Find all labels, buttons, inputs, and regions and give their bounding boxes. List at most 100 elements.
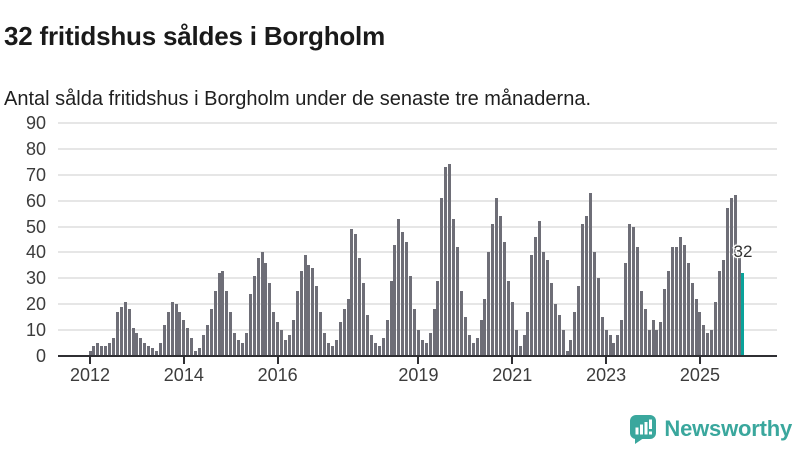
- bar: [108, 343, 112, 356]
- bar: [604, 330, 608, 356]
- bar: [416, 330, 420, 356]
- bar: [311, 267, 315, 356]
- bar: [135, 332, 139, 356]
- bar: [655, 330, 659, 356]
- chart-subtitle: Antal sålda fritidshus i Borgholm under …: [4, 88, 592, 110]
- bar: [718, 270, 721, 356]
- bar: [291, 319, 295, 356]
- bar: [315, 286, 319, 356]
- bar: [725, 208, 729, 356]
- y-gridline: [58, 147, 777, 150]
- bar: [452, 218, 456, 356]
- bar: [581, 223, 585, 356]
- bar: [377, 345, 381, 356]
- bar: [244, 332, 248, 356]
- highlighted-latest-bar: [741, 273, 745, 356]
- x-axis-year-label: 2021: [492, 365, 533, 385]
- bar: [514, 330, 518, 356]
- bar: [221, 270, 225, 356]
- bar: [284, 340, 287, 356]
- bar: [166, 311, 170, 356]
- bar: [538, 221, 542, 356]
- bar: [643, 309, 647, 356]
- x-axis-year-label: 2012: [69, 365, 111, 385]
- bar: [651, 319, 655, 356]
- bar: [647, 330, 651, 356]
- x-axis-tick: [89, 357, 91, 364]
- bar: [456, 247, 460, 356]
- bar: [491, 223, 495, 356]
- bar: [370, 335, 374, 356]
- bar: [299, 270, 303, 356]
- newsworthy-logo: Newsworthy: [629, 412, 792, 446]
- bar: [510, 301, 514, 356]
- bar: [444, 166, 448, 356]
- bar: [420, 340, 424, 356]
- y-gridline: [58, 251, 777, 254]
- bar: [530, 254, 534, 356]
- bar: [338, 322, 342, 356]
- x-axis-line: [58, 355, 777, 357]
- bar: [721, 260, 725, 356]
- bar: [624, 262, 628, 356]
- bar: [323, 332, 327, 356]
- y-axis-tick-label: 70: [25, 164, 46, 185]
- bar: [213, 291, 217, 356]
- bar: [264, 262, 268, 356]
- bar: [111, 337, 115, 356]
- bar: [201, 335, 205, 356]
- bar: [100, 345, 104, 356]
- bar: [151, 348, 155, 356]
- x-axis-tick: [605, 357, 608, 364]
- y-axis-tick-label: 20: [25, 294, 46, 315]
- bar: [413, 309, 417, 356]
- bar: [698, 311, 702, 356]
- bar: [675, 247, 678, 356]
- y-axis-tick-label: 0: [35, 346, 46, 366]
- bar: [350, 229, 354, 356]
- bar: [260, 252, 264, 356]
- bar: [573, 311, 577, 356]
- bar: [158, 343, 162, 356]
- bar: [428, 332, 432, 356]
- bar: [483, 299, 487, 356]
- bar: [280, 330, 284, 356]
- bar: [616, 335, 620, 356]
- y-axis-tick-label: 80: [25, 138, 46, 159]
- bar: [612, 343, 616, 356]
- bar: [393, 244, 397, 356]
- bar: [694, 299, 698, 356]
- y-axis-tick-label: 10: [25, 320, 46, 341]
- bar: [373, 343, 377, 356]
- bar: [233, 332, 237, 356]
- bar: [123, 301, 127, 356]
- bar: [409, 275, 413, 356]
- x-axis-year-label: 2016: [257, 365, 298, 385]
- bar: [303, 254, 307, 356]
- bar: [205, 324, 209, 356]
- bar: [104, 345, 108, 356]
- bar: [639, 291, 643, 356]
- x-axis-tick: [276, 357, 279, 364]
- bar: [733, 195, 737, 356]
- bar: [463, 317, 467, 356]
- bar: [342, 309, 346, 356]
- bar: [714, 301, 718, 356]
- bar: [499, 216, 503, 356]
- bar: [706, 332, 710, 356]
- bar: [287, 335, 291, 356]
- bar: [334, 340, 338, 356]
- y-axis-tick-label: 90: [25, 112, 46, 133]
- newsworthy-speech-bubble-chart-icon: [630, 414, 657, 444]
- bar: [635, 247, 639, 356]
- x-axis-year-label: 2025: [679, 365, 720, 385]
- bar: [467, 335, 471, 356]
- newsworthy-wordmark: Newsworthy: [664, 416, 792, 441]
- bar: [170, 301, 174, 356]
- y-axis-tick-label: 40: [25, 242, 46, 263]
- bar: [92, 345, 96, 356]
- bar: [592, 252, 596, 356]
- bar: [174, 304, 178, 356]
- bar: [385, 319, 389, 356]
